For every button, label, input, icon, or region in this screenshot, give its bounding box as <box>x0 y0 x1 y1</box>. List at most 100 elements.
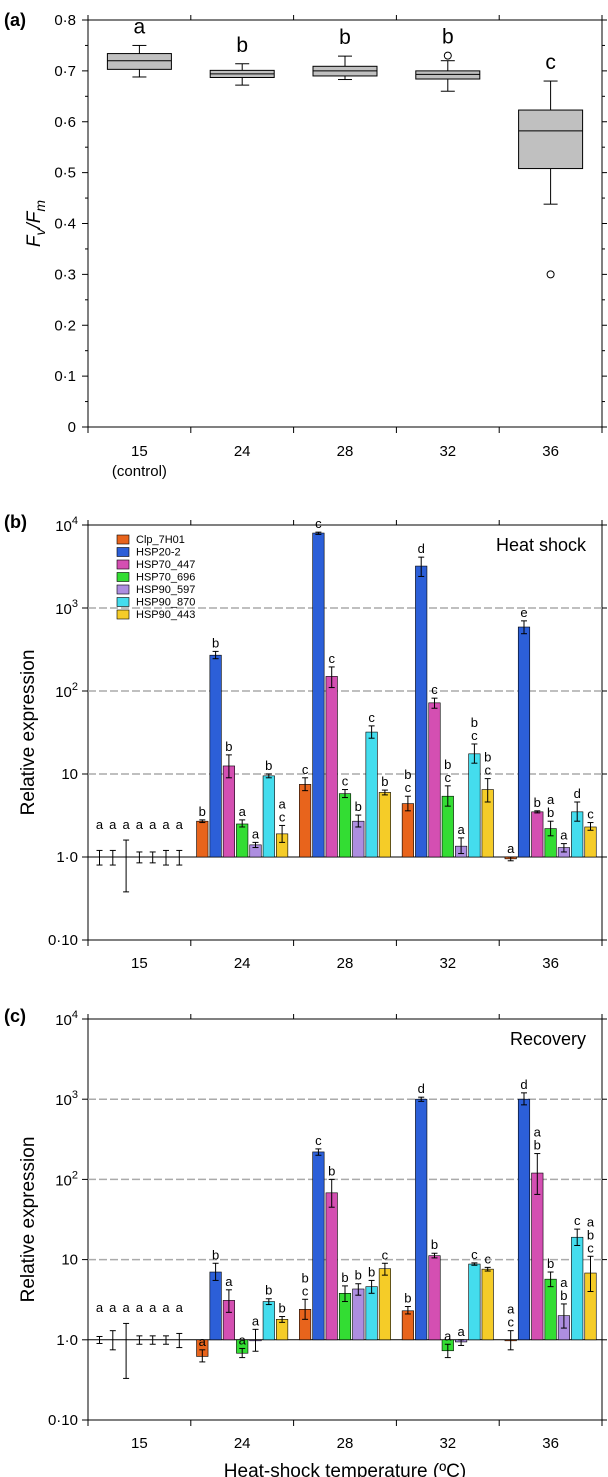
box <box>106 53 172 70</box>
x-tick-label: 24 <box>234 1435 251 1452</box>
plot-frame <box>87 524 603 941</box>
legend-entry: HSP90_870 <box>136 597 195 609</box>
plot-frame <box>87 1018 603 1421</box>
y-tick-label: 0·10 <box>48 1412 78 1429</box>
bar-HSP20-2 <box>415 1098 428 1341</box>
significance-letter: a <box>239 804 247 819</box>
x-axis-title: Heat-shock temperature (ºC) <box>224 1461 466 1477</box>
significance-letter: a <box>162 1300 170 1315</box>
bar-HSP90_870 <box>468 753 481 858</box>
legend-entry: HSP90_443 <box>136 609 195 621</box>
significance-letter: a <box>199 1334 207 1349</box>
significance-letter: a <box>507 841 515 856</box>
significance-letter: a <box>560 828 568 843</box>
bar-HSP20-2 <box>517 1098 531 1341</box>
x-tick-label: 24 <box>234 955 251 972</box>
significance-letter: d <box>418 1081 425 1096</box>
significance-letter: c <box>368 710 375 725</box>
bar-HSP70_696 <box>544 1278 557 1341</box>
outlier-point <box>443 51 452 60</box>
significance-letter: a <box>252 1313 260 1328</box>
legend-swatch <box>116 597 130 607</box>
significance-letter: a <box>96 1300 104 1315</box>
box <box>415 70 481 80</box>
y-tick-label: 0·10 <box>48 932 78 949</box>
significance-letter: b <box>278 1301 285 1316</box>
bar-HSP20-2 <box>209 1271 222 1341</box>
significance-letter: c <box>342 774 349 789</box>
bar-HSP90_443 <box>481 1268 494 1341</box>
y-tick-label: 102 <box>55 1169 78 1189</box>
significance-letter: b <box>212 1247 219 1262</box>
significance-letter: c <box>328 651 335 666</box>
significance-letter: b <box>381 774 388 789</box>
significance-letter: d <box>520 1077 527 1092</box>
y-tick-label: 0·4 <box>54 216 76 233</box>
legend-swatch <box>116 547 130 557</box>
panel-label: (c) <box>4 1006 26 1026</box>
legend-swatch <box>116 584 130 595</box>
panel-title: Recovery <box>510 1029 586 1049</box>
significance-letter: a <box>457 822 465 837</box>
legend-swatch <box>116 572 130 582</box>
x-tick-label: 28 <box>337 955 354 972</box>
bar-HSP70_696 <box>338 793 352 858</box>
significance-letter: a <box>122 817 130 832</box>
outlier-point <box>546 270 555 279</box>
bar-HSP90_443 <box>584 826 597 858</box>
y-tick-label: 1·0 <box>56 849 78 866</box>
bar-HSP90_870 <box>571 1236 584 1341</box>
bar-HSP70_447 <box>428 702 441 858</box>
significance-letter: a <box>149 817 157 832</box>
significance-letter: b <box>199 804 206 819</box>
y-tick-label: 0·6 <box>54 114 76 131</box>
bar-HSP90_870 <box>365 731 378 858</box>
significance-letter: b <box>212 635 219 650</box>
significance-letter: c <box>471 1247 478 1262</box>
bar-HSP20-2 <box>517 626 531 858</box>
legend-swatch <box>116 534 130 545</box>
significance-letter: b <box>534 795 541 810</box>
bar-HSP70_447 <box>531 811 544 858</box>
bar-Clp_7H01 <box>401 1310 414 1341</box>
significance-letter: c <box>315 1133 322 1148</box>
x-tick-sublabel: (control) <box>112 463 167 480</box>
legend-swatch <box>116 609 130 620</box>
bar-HSP70_447 <box>222 765 235 858</box>
significance-letter: a <box>252 826 260 841</box>
bar-HSP70_696 <box>236 823 249 858</box>
x-tick-label: 32 <box>439 955 456 972</box>
legend-entry: HSP90_597 <box>136 584 195 596</box>
box <box>518 109 584 170</box>
bar-HSP90_870 <box>262 1301 275 1341</box>
significance-letter: b <box>368 1264 375 1279</box>
y-tick-label: 104 <box>55 1009 78 1029</box>
significance-letter: b <box>265 1283 272 1298</box>
significance-letter: a <box>136 817 144 832</box>
bar-Clp_7H01 <box>196 820 209 858</box>
significance-letter: c <box>484 1251 491 1266</box>
y-axis-title: Relative expression <box>18 650 39 816</box>
y-tick-label: 0 <box>68 419 76 436</box>
significance-letter: a <box>225 1274 233 1289</box>
x-tick-label: 32 <box>439 443 456 460</box>
legend-swatch <box>116 559 130 570</box>
bar-HSP90_870 <box>365 1286 378 1341</box>
significance-letter: e <box>520 605 527 620</box>
x-tick-label: 15 <box>131 443 148 460</box>
significance-letter: c <box>431 682 438 697</box>
panel-label: (b) <box>4 512 27 532</box>
significance-letter: c <box>574 1213 581 1228</box>
significance-letter: b <box>341 1270 348 1285</box>
legend-entry: Clp_7H01 <box>136 534 185 546</box>
significance-letter: c <box>587 807 594 822</box>
significance-letter: b <box>355 1268 362 1283</box>
y-tick-label: 0·2 <box>54 317 76 334</box>
